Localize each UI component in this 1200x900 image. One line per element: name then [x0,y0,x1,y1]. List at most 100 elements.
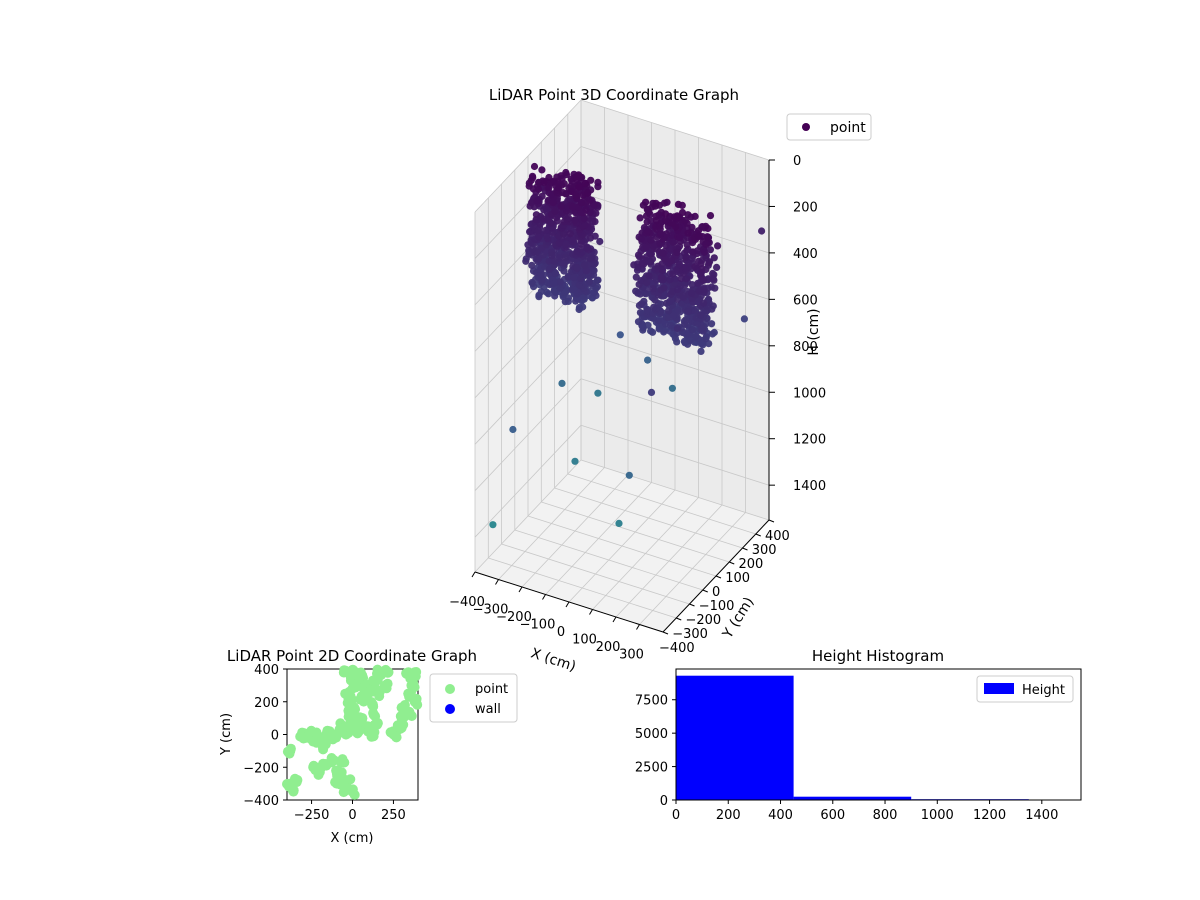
3d-point [636,214,644,222]
3d-y-tick [689,603,695,607]
3d-point [673,295,682,303]
3d-point [668,231,676,239]
3d-point [529,174,537,182]
3d-point [573,264,581,272]
histogram-x-tick-label: 1400 [1025,808,1058,823]
3d-point [562,168,570,177]
3d-point [550,287,559,295]
3d-point [569,203,577,211]
3d-x-tick-label: 0 [557,625,565,640]
3d-point [551,292,559,300]
3d-grid-back-z [580,99,770,161]
3d-point [638,259,646,268]
3d-legend-box [786,113,872,141]
3d-point [694,227,703,235]
3d-point [660,284,668,292]
3d-point [684,229,692,237]
2d-points [282,664,423,800]
3d-point [713,263,721,271]
3d-grid-side-z [474,332,582,445]
3d-y-tick-label: 0 [712,585,720,600]
3d-point [688,223,696,231]
3d-point [558,379,566,387]
3d-x-tick [612,616,617,623]
3d-point [684,308,692,316]
3d-point [545,173,553,182]
2d-point [411,693,422,704]
2d-point [404,706,415,717]
3d-grid-side-z [474,146,582,259]
3d-point [551,207,559,215]
3d-point [562,241,570,249]
3d-point [674,213,682,221]
3d-x-tick-label: 300 [619,648,644,663]
3d-point [697,347,705,355]
3d-point [567,187,575,196]
3d-scatter-plot: LiDAR Point 3D Coordinate Graph −400−300… [449,86,872,675]
3d-point [689,326,697,334]
3d-grid-floor-y [554,487,743,549]
3d-point [564,273,572,281]
3d-point [661,210,670,218]
3d-point [575,171,583,179]
histogram-y-tick-label: 7500 [635,694,668,709]
3d-point [586,196,594,205]
histogram-x-tick-label: 800 [873,808,898,823]
3d-point [630,261,638,269]
2d-point [368,708,379,718]
3d-point [545,265,554,273]
2d-x-tick-label: 250 [381,808,406,823]
3d-grid-back-z [580,378,770,440]
3d-point [698,324,706,332]
2d-y-axis-label: Y (cm) [219,713,234,756]
3d-grid-floor-y [567,473,756,535]
3d-point [692,333,700,341]
3d-grid-floor-y [488,557,677,619]
3d-point [571,457,579,465]
3d-point [658,249,666,257]
3d-y-tick-label: −300 [672,627,708,642]
3d-y-tick [715,575,722,579]
3d-point [528,278,536,287]
3d-point [560,267,568,275]
3d-point [688,281,696,289]
3d-point [625,471,633,479]
3d-point [657,273,666,281]
3d-point [528,245,537,253]
3d-point [682,253,690,261]
histogram-legend-label: Height [1022,683,1065,698]
3d-point [697,311,705,319]
3d-x-tick [565,601,570,608]
3d-z-tick-label: 1000 [793,386,826,401]
3d-point [569,285,577,293]
2d-point [310,762,321,773]
3d-point [697,259,705,268]
3d-point [509,425,517,434]
3d-point [562,253,570,262]
3d-point [594,389,602,397]
3d-x-tick [495,579,499,585]
3d-grid-side-z [474,424,582,538]
3d-point [651,296,659,304]
2d-point [394,720,405,731]
3d-x-tick-label: 200 [596,640,621,655]
3d-point [580,214,588,223]
3d-point [545,184,553,192]
3d-point [489,521,497,529]
3d-point [560,288,569,297]
2d-point [335,756,346,767]
3d-point [566,230,574,238]
2d-legend-label-point: point [475,682,508,697]
3d-point [565,214,573,222]
3d-point [571,216,579,224]
2d-legend-marker-wall [445,704,455,714]
3d-point [700,299,708,307]
3d-point [688,254,696,262]
2d-plot-title: LiDAR Point 2D Coordinate Graph [227,647,477,665]
histogram-bar [676,675,794,800]
3d-point [586,234,595,242]
3d-point [681,216,690,225]
3d-point [652,199,660,207]
3d-point [547,191,556,199]
